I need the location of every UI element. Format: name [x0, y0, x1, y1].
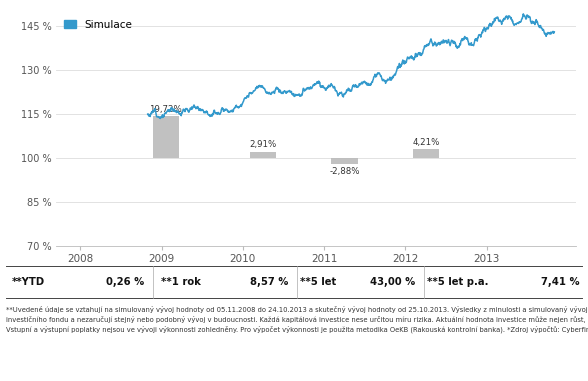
Text: 7,41 %: 7,41 % [540, 277, 579, 287]
Text: **Uvedené údaje se vztahují na simulovaný vývoj hodnoty od 05.11.2008 do 24.10.2: **Uvedené údaje se vztahují na simulovan… [6, 306, 588, 333]
Text: 19,72%: 19,72% [149, 105, 182, 114]
Bar [413, 149, 439, 158]
Text: 8,57 %: 8,57 % [250, 277, 288, 287]
Text: 43,00 %: 43,00 % [370, 277, 415, 287]
Bar [153, 116, 179, 158]
Text: -2,88%: -2,88% [329, 167, 360, 176]
Text: 0,26 %: 0,26 % [106, 277, 144, 287]
Text: **1 rok: **1 rok [162, 277, 201, 287]
Text: 2,91%: 2,91% [249, 140, 277, 149]
Bar [250, 152, 276, 158]
Text: **5 let: **5 let [300, 277, 336, 287]
Bar [332, 158, 358, 164]
Text: **YTD: **YTD [12, 277, 45, 287]
Text: 4,21%: 4,21% [412, 138, 439, 147]
Legend: Simulace: Simulace [61, 17, 135, 33]
Text: **5 let p.a.: **5 let p.a. [426, 277, 488, 287]
